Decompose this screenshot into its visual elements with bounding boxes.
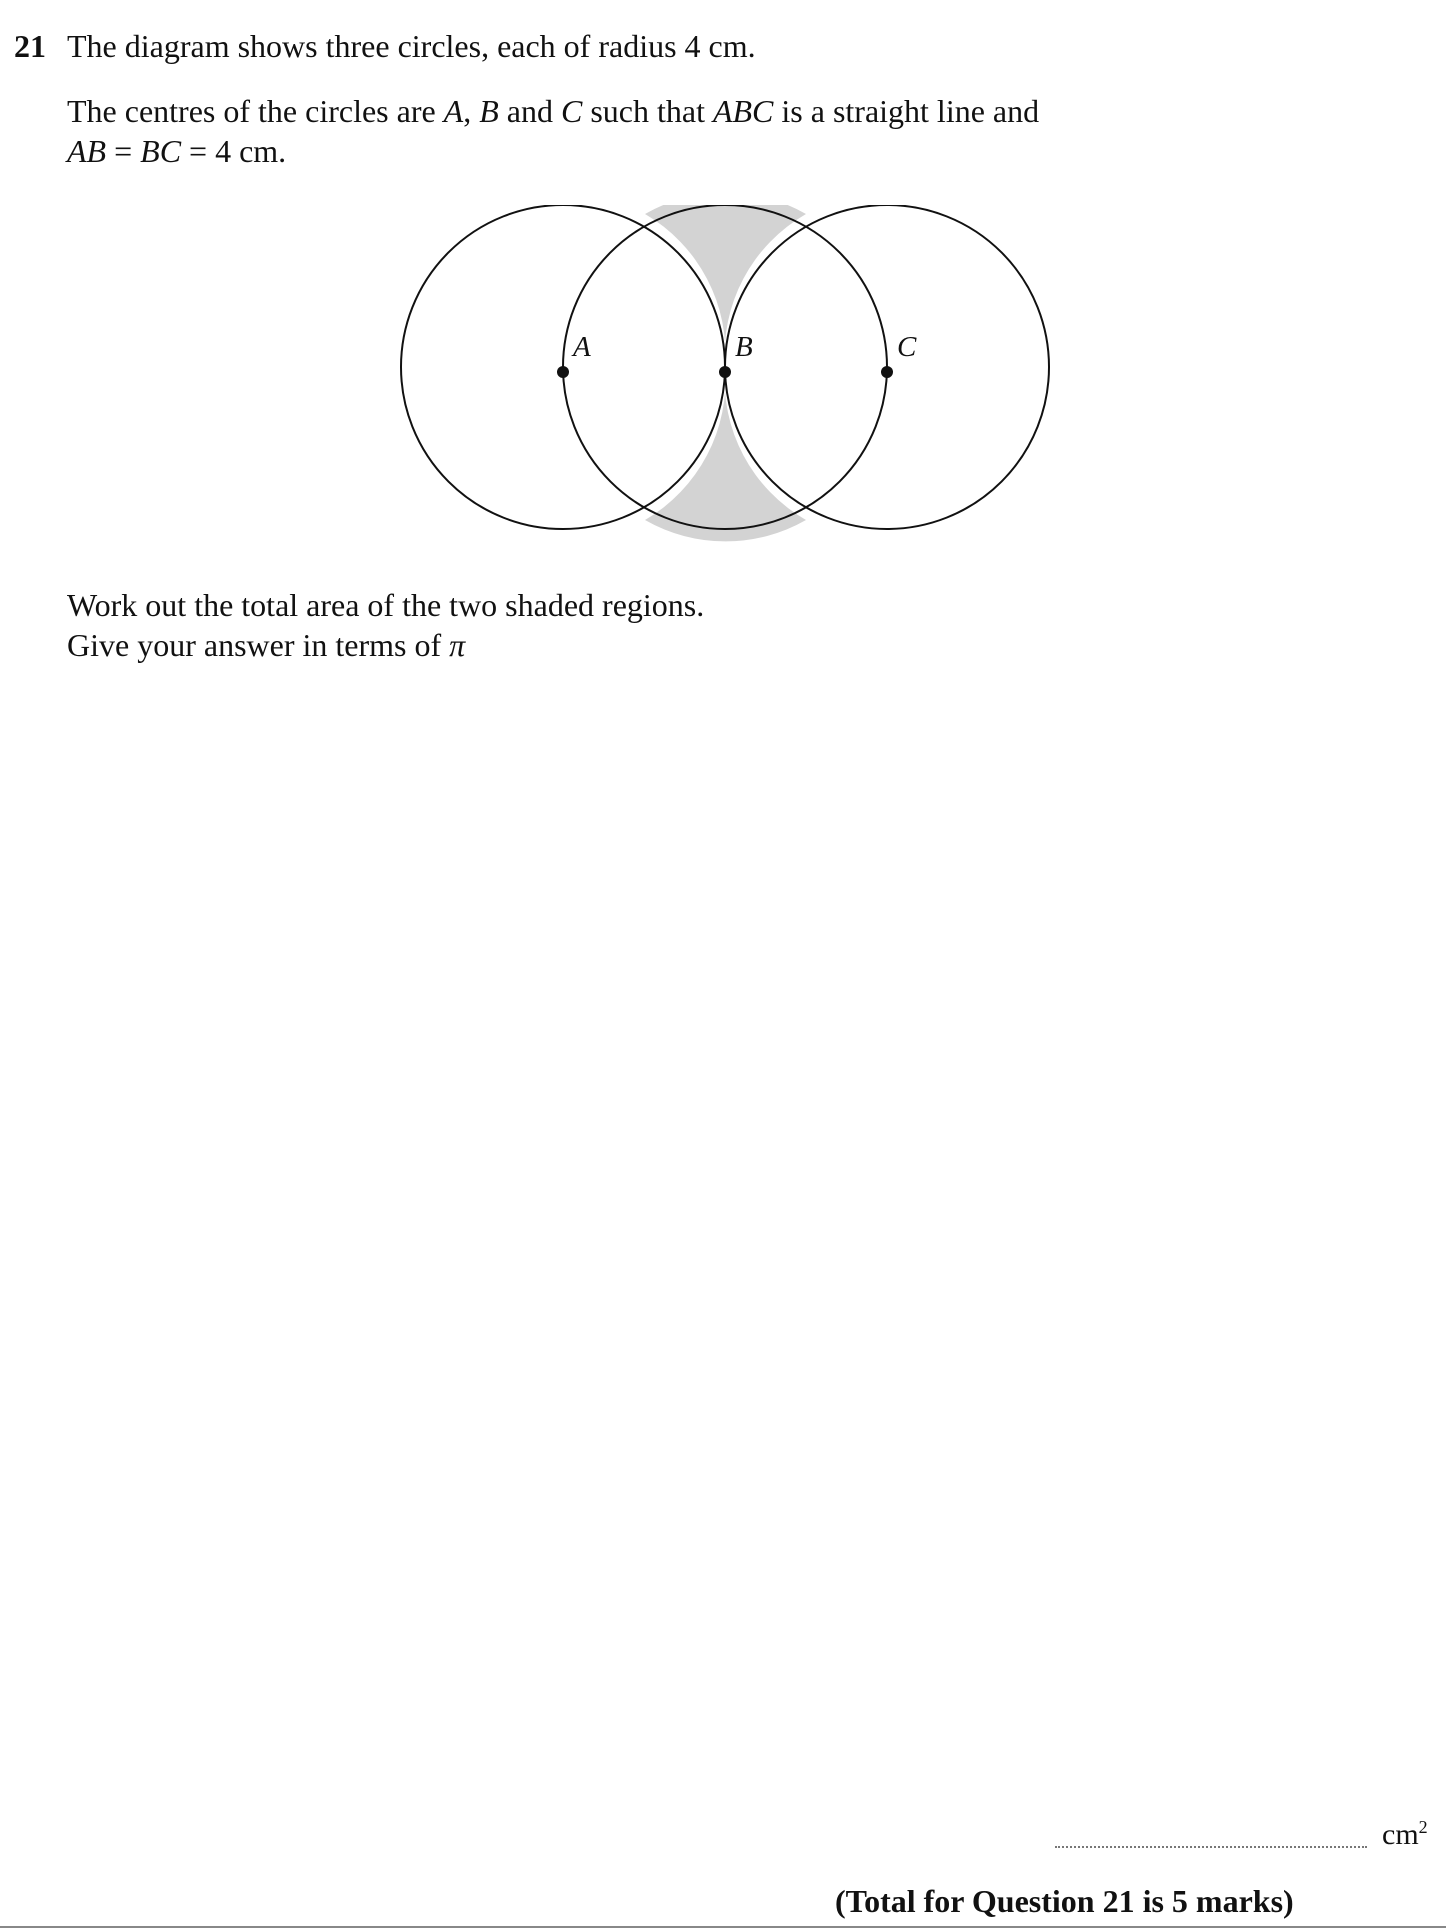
bottom-shaded-region [645,367,806,542]
top-shaded-region [645,205,806,367]
unit-text: cm [1382,1818,1419,1851]
unit-power: 2 [1418,1817,1428,1837]
centre-point-c [881,366,893,378]
answer-line[interactable] [1055,1846,1367,1848]
line2-var-a: A [443,93,464,129]
label-b: B [735,331,753,363]
line2-var-c: C [560,93,583,129]
line5-text: Give your answer in terms of [67,627,450,663]
line3-text-b: = 4 cm. [181,133,287,169]
centre-point-b [719,366,731,378]
line2-text-e: is a straight line and [773,93,1040,129]
line2-text-a: The centres of the circles are [67,93,444,129]
line2-text-d: such that [582,93,713,129]
line3-text-a: = [106,133,141,169]
label-a: A [571,331,591,363]
line3-var-ab: AB [67,133,107,169]
three-circles-diagram: A B C [400,205,1050,542]
answer-unit: cm2 [1382,1817,1428,1852]
question-line-3: AB = BC = 4 cm. [67,133,286,170]
label-c: C [897,331,917,363]
question-line-1: The diagram shows three circles, each of… [67,28,756,64]
line2-var-b: B [479,93,499,129]
line2-var-abc: ABC [712,93,774,129]
question-line-2: The centres of the circles are A, B and … [67,93,1039,130]
question-number: 21 [14,28,46,64]
footer-rule [0,1926,1446,1928]
pi-symbol: π [449,627,466,663]
line3-var-bc: BC [140,133,182,169]
total-marks: (Total for Question 21 is 5 marks) [835,1883,1294,1919]
question-line-5: Give your answer in terms of π [67,627,465,664]
line2-text-c: and [498,93,561,129]
question-line-4: Work out the total area of the two shade… [67,587,705,623]
line2-text-b: , [463,93,480,129]
centre-point-a [557,366,569,378]
